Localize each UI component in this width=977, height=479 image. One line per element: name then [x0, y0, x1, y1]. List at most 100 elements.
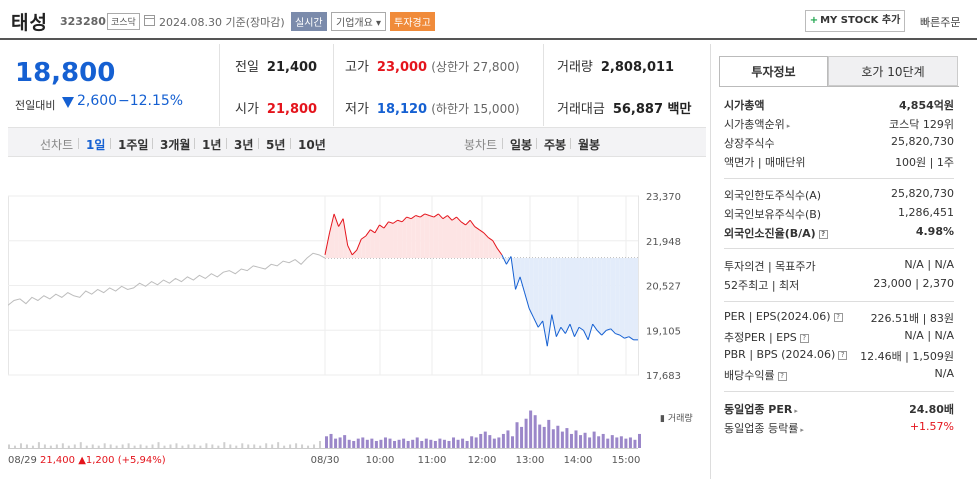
volume-bar [301, 444, 304, 448]
volume-bar [205, 443, 208, 448]
y-tick-label: 20,527 [646, 282, 681, 293]
volume-bar [370, 438, 374, 448]
fall-segment [610, 328, 616, 334]
volume-bar [97, 445, 100, 448]
tab-1year[interactable]: 1년 [202, 138, 222, 152]
volume-bar [169, 444, 172, 448]
volume-bar [465, 440, 469, 448]
volume-bar [121, 444, 124, 448]
y-axis-ticks: 23,370 21,948 20,527 19,105 17,683 [646, 192, 681, 382]
stock-header: 태성 323280 코스닥 2024.08.30 기준(장마감) 실시간 기업개… [0, 0, 977, 40]
rise-area [488, 237, 493, 259]
fall-segment [587, 323, 594, 340]
fall-segment [555, 327, 562, 337]
volume-bar [515, 422, 519, 448]
rise-segment [465, 219, 471, 226]
volume-bar [283, 445, 286, 448]
volume-bar [529, 410, 533, 448]
x-tick-label: 14:00 [564, 455, 593, 465]
tab-weekly-candle[interactable]: 주봉 [544, 138, 567, 152]
info-foreign-ratio: 외국인소진율(B/A)? 4.98% [724, 225, 954, 240]
volume-bar [406, 440, 410, 448]
rise-area [452, 217, 457, 259]
investment-info-panel: 투자정보 호가 10단계 시가총액 4,854억원 시가총액순위 ▸ 코스닥 129위… [710, 44, 977, 479]
price-stats: 전일 21,400 고가 23,000 (상한가 27,800) 거래량 2,808,… [221, 44, 707, 126]
arrow-right-icon: ▸ [800, 426, 804, 434]
realtime-button[interactable]: 실시간 [291, 12, 327, 31]
help-icon[interactable]: ? [838, 351, 848, 360]
fall-area [628, 258, 634, 340]
tab-3months[interactable]: 3개월 [160, 138, 191, 152]
tab-10years[interactable]: 10년 [298, 138, 326, 152]
info-est-per: 추정PER | EPS? N/A | N/A [724, 329, 954, 344]
tab-monthly-candle[interactable]: 월봉 [578, 138, 601, 152]
quick-order-button[interactable]: 빠른주문 [920, 16, 961, 29]
volume-bar [388, 438, 392, 448]
rise-segment [392, 219, 398, 224]
rise-segment [429, 215, 435, 218]
volume-bar [433, 440, 437, 448]
company-overview-dropdown[interactable]: 기업개요 ▾ [331, 12, 387, 31]
arrow-right-icon: ▸ [794, 407, 798, 415]
prev-date: 08/29 [8, 455, 37, 466]
rise-area [334, 213, 339, 259]
rise-segment [442, 215, 448, 220]
tab-5years[interactable]: 5년 [266, 138, 286, 152]
volume-bar [601, 433, 605, 448]
x-tick-label: 11:00 [418, 455, 447, 465]
tab-investment-info[interactable]: 투자정보 [719, 56, 828, 86]
help-icon[interactable]: ? [833, 313, 843, 322]
volume-bar [334, 438, 338, 448]
x-tick-label: 08/30 [311, 455, 340, 465]
stat-prev-close: 전일 21,400 [235, 60, 318, 75]
rise-area [424, 213, 430, 259]
volume-bar [115, 445, 118, 448]
info-industry-change[interactable]: 동일업종 등락률 ▸ +1.57% [724, 420, 954, 435]
tab-1day[interactable]: 1일 [86, 138, 106, 152]
volume-bar [259, 445, 262, 448]
rise-area [352, 250, 357, 259]
rise-area [461, 221, 466, 259]
rise-segment [342, 218, 349, 246]
rise-area [492, 240, 498, 259]
tab-daily-candle[interactable]: 일봉 [510, 138, 533, 152]
fall-segment [551, 314, 557, 337]
volume-bar [497, 437, 501, 448]
current-price: 18,800 [15, 58, 116, 88]
tab-3years[interactable]: 3년 [234, 138, 254, 152]
add-mystock-button[interactable]: + MY STOCK 추가 [805, 10, 905, 32]
volume-bar [583, 432, 587, 448]
info-52week: 52주최고 | 최저 23,000 | 2,370 [724, 277, 954, 292]
volume-bar [8, 444, 10, 448]
help-icon[interactable]: ? [799, 334, 809, 343]
fall-area [606, 258, 611, 331]
volume-bar [624, 438, 628, 448]
fall-area [538, 258, 543, 328]
tab-orderbook[interactable]: 호가 10단계 [828, 56, 958, 86]
help-icon[interactable]: ? [818, 230, 828, 239]
rise-area [438, 213, 443, 259]
volume-bar [510, 436, 514, 448]
rise-area [415, 215, 421, 259]
volume-bar [187, 444, 190, 448]
rise-area [393, 220, 398, 259]
volume-bar [560, 431, 564, 448]
volume-bar [151, 444, 154, 448]
rise-segment [419, 213, 426, 218]
tab-1week[interactable]: 1주일 [118, 138, 149, 152]
fall-area [547, 258, 552, 347]
volume-bar [295, 443, 298, 448]
rise-segment [379, 224, 385, 229]
volume-bar [393, 440, 397, 448]
info-market-cap-rank[interactable]: 시가총액순위 ▸ 코스닥 129위 [724, 118, 954, 131]
info-industry-per[interactable]: 동일업종 PER ▸ 24.80배 [724, 403, 954, 416]
info-market-cap: 시가총액 4,854억원 [724, 99, 954, 112]
fall-segment [510, 256, 517, 290]
rise-area [388, 221, 394, 259]
help-icon[interactable]: ? [777, 372, 787, 381]
fall-segment [596, 330, 603, 336]
volume-bar [415, 437, 419, 448]
volume-bar [461, 438, 465, 448]
volume-bar [474, 437, 478, 448]
fall-area [556, 258, 561, 337]
